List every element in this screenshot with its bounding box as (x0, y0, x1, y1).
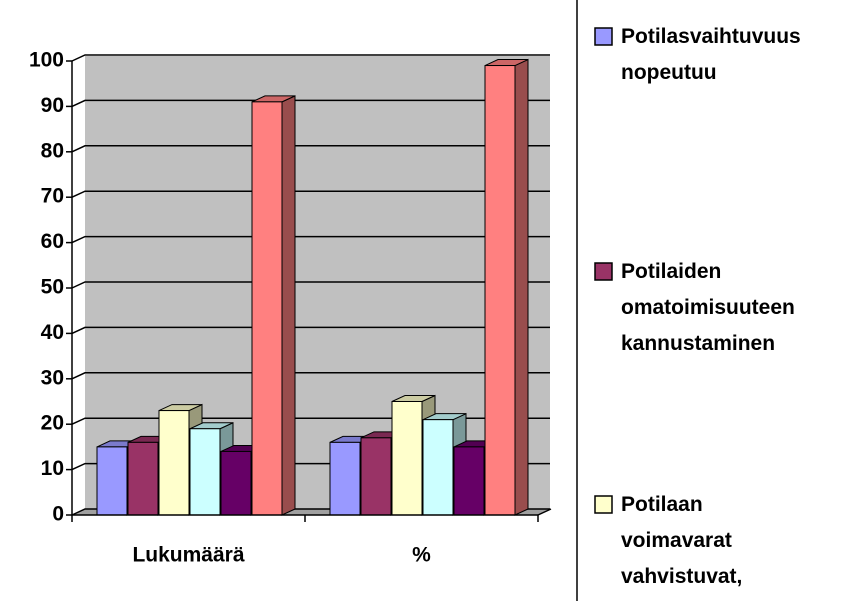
x-tick-label: Lukumäärä (132, 544, 244, 567)
x-tick-label: % (412, 544, 431, 567)
bar-side (514, 58, 529, 516)
legend-swatch (594, 27, 613, 46)
y-tick-label: 80 (41, 139, 64, 162)
bar (329, 441, 361, 516)
legend-label: Potilasvaihtuvuus nopeutuu (621, 25, 801, 84)
x-axis-depth (537, 508, 552, 516)
grid-line (71, 326, 550, 335)
grid-line (71, 372, 550, 380)
bar (391, 401, 423, 516)
grid-line (71, 99, 550, 108)
legend-swatch (594, 495, 613, 514)
grid-line (71, 235, 550, 244)
y-tick-label: 100 (29, 49, 64, 72)
bar (484, 65, 516, 516)
legend-label: Potilaiden omatoimisuuteen kannustaminen (621, 260, 795, 355)
y-tick-label: 10 (41, 457, 64, 480)
legend-label: Potilaan voimavarat vahvistuvat, (621, 493, 742, 588)
y-tick-label: 0 (52, 503, 64, 526)
y-tick-label: 50 (41, 276, 64, 299)
y-tick-label: 60 (41, 230, 64, 253)
grid-line (71, 145, 550, 153)
bar (96, 446, 128, 516)
y-tick-label: 90 (41, 94, 64, 117)
bar (251, 101, 283, 516)
y-tick-label: 30 (41, 366, 64, 389)
bar (360, 437, 392, 516)
y-tick-label: 70 (41, 185, 64, 208)
bar (422, 419, 454, 516)
bar (127, 441, 159, 516)
y-tick-label: 40 (41, 321, 64, 344)
bar-side (281, 95, 296, 516)
bar (220, 450, 252, 516)
legend-swatch (594, 262, 613, 281)
bar (158, 410, 190, 516)
bar (453, 446, 485, 516)
y-tick-label: 20 (41, 412, 64, 435)
grid-line (71, 190, 550, 198)
grid-line (71, 281, 550, 289)
grid-line (71, 54, 550, 62)
bar (189, 428, 221, 516)
legend-box (576, 0, 861, 601)
